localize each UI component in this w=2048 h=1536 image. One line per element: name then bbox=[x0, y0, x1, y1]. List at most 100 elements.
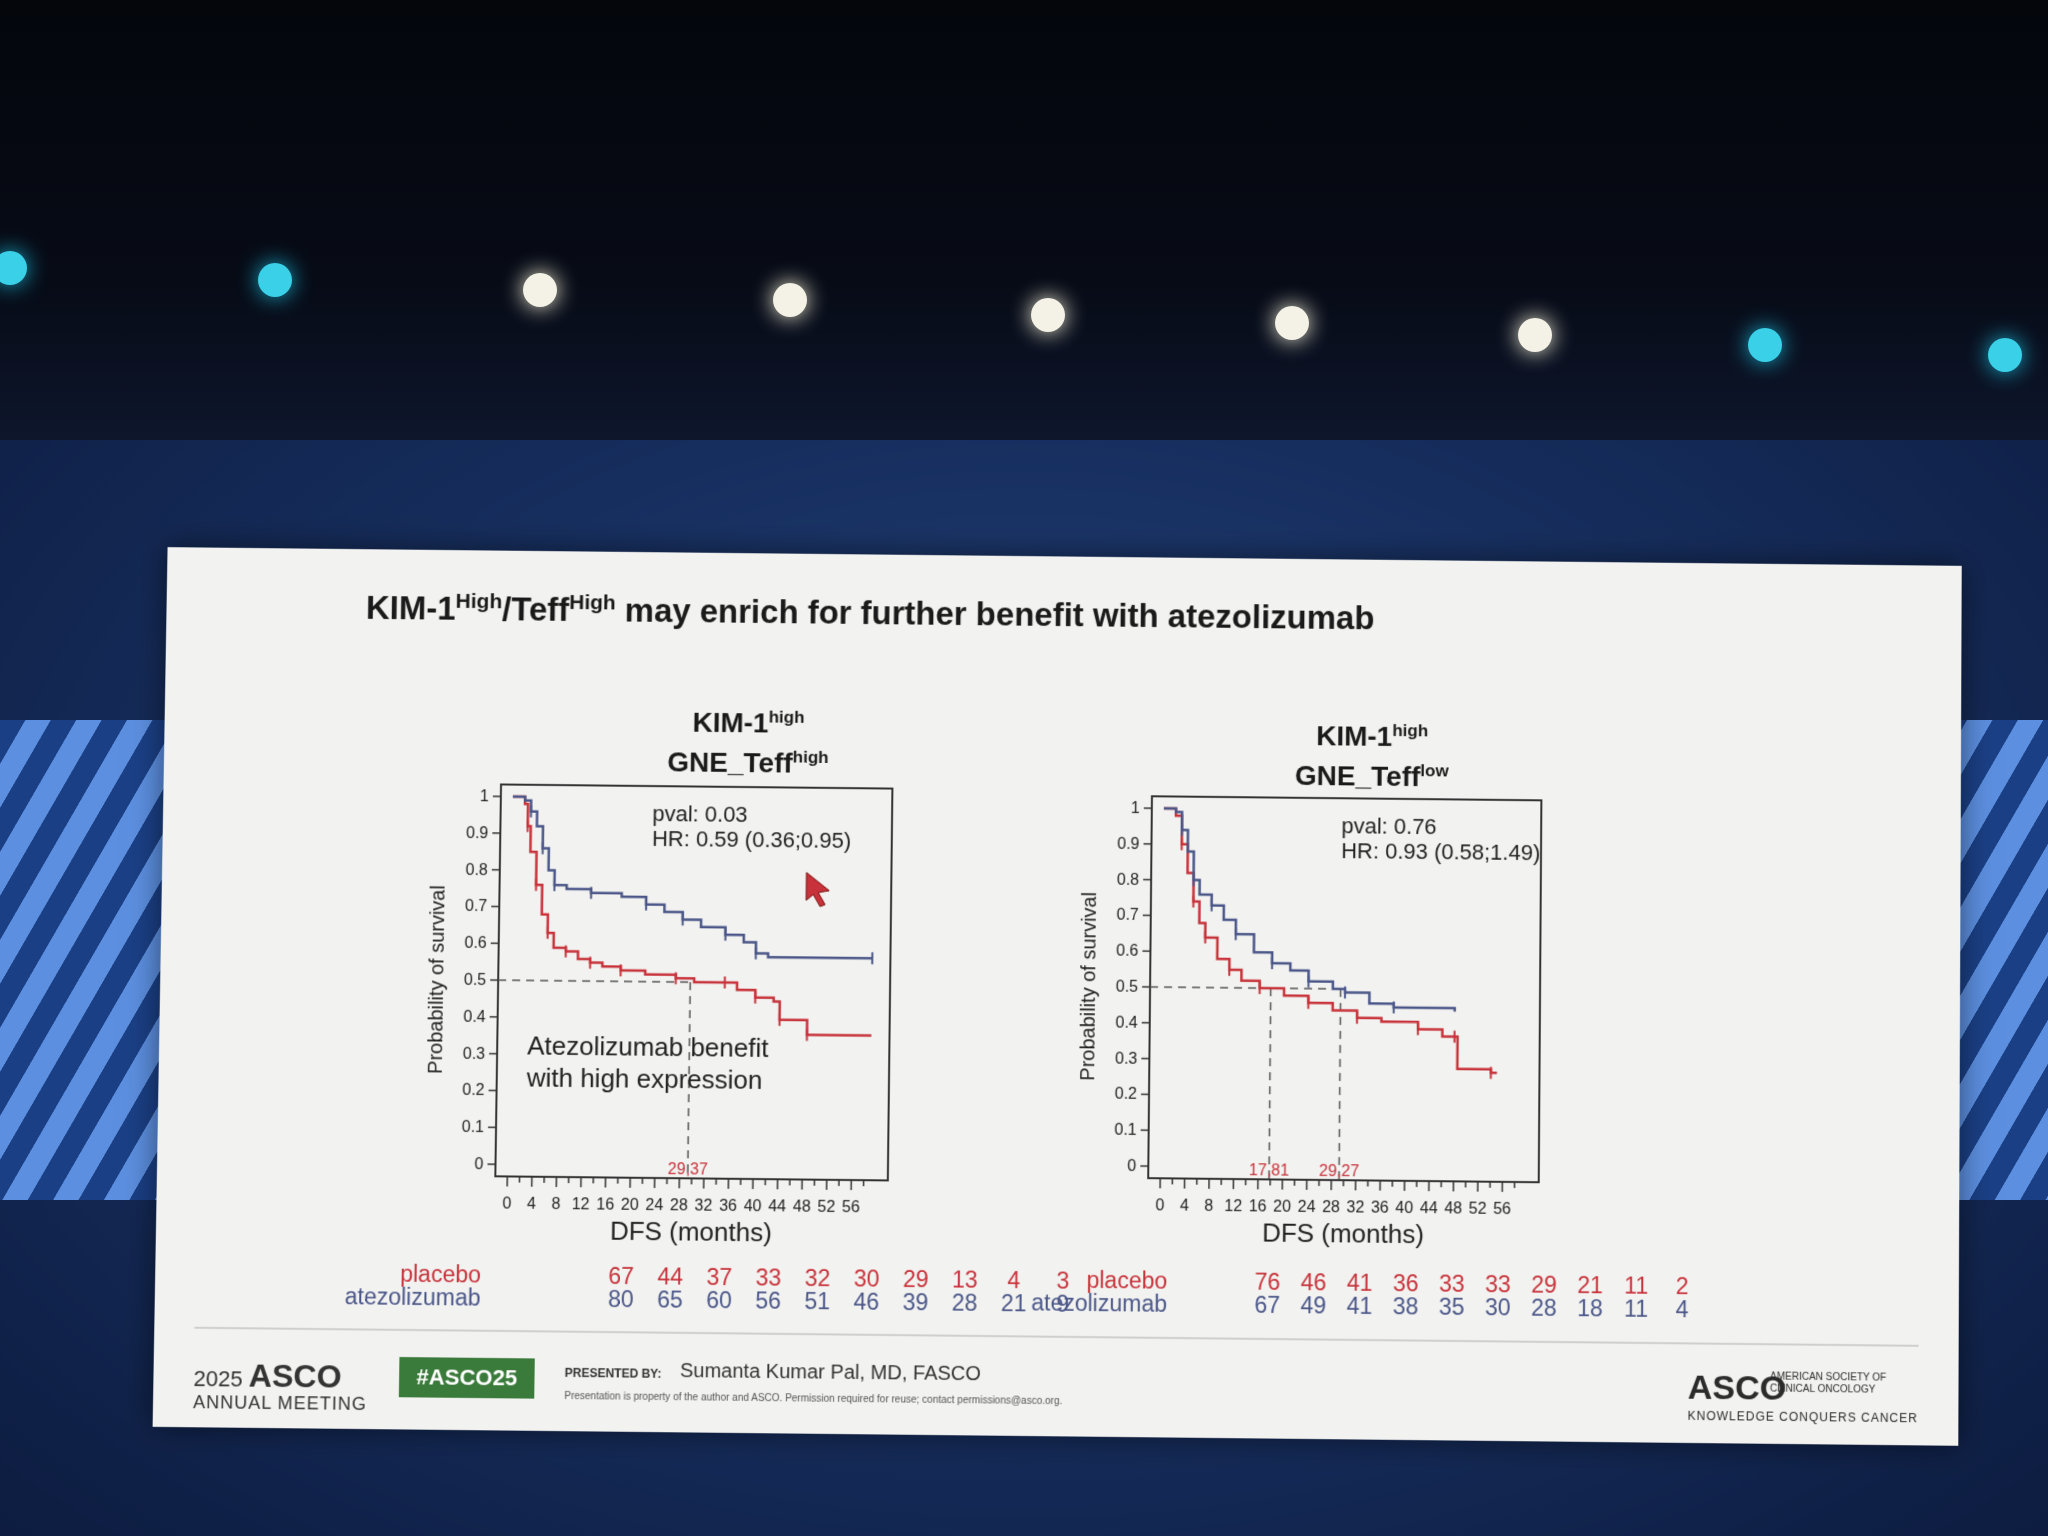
y-tick-label: 0 bbox=[1127, 1158, 1136, 1175]
stage-light bbox=[258, 263, 292, 297]
risk-value-atezolizumab: 21 bbox=[1001, 1290, 1027, 1316]
x-tick-label: 36 bbox=[719, 1198, 737, 1215]
x-tick-label: 40 bbox=[1395, 1200, 1413, 1217]
ceiling-background bbox=[0, 0, 2048, 470]
risk-value-atezolizumab: 51 bbox=[804, 1288, 830, 1314]
risk-value-atezolizumab: 30 bbox=[1485, 1294, 1511, 1320]
risk-value-atezolizumab: 38 bbox=[1393, 1293, 1419, 1319]
mouse-cursor-icon bbox=[806, 872, 829, 906]
x-tick-label: 12 bbox=[1224, 1198, 1242, 1215]
median-label: 29,37 bbox=[668, 1161, 708, 1178]
risk-value-atezolizumab: 28 bbox=[1531, 1295, 1557, 1321]
x-tick-label: 4 bbox=[1180, 1198, 1189, 1215]
median-label: 29,27 bbox=[1319, 1163, 1359, 1180]
risk-value-atezolizumab: 35 bbox=[1439, 1294, 1465, 1320]
y-tick-label: 0.2 bbox=[462, 1082, 485, 1099]
annotation-text: Atezolizumab benefit bbox=[527, 1032, 769, 1063]
x-tick-label: 12 bbox=[572, 1196, 590, 1213]
risk-value-atezolizumab: 67 bbox=[1254, 1292, 1280, 1318]
x-tick-label: 4 bbox=[527, 1196, 536, 1213]
risk-value-atezolizumab: 41 bbox=[1347, 1293, 1373, 1319]
risk-value-atezolizumab: 80 bbox=[608, 1286, 634, 1312]
y-tick-label: 0.8 bbox=[1117, 871, 1140, 888]
x-tick-label: 56 bbox=[1493, 1201, 1511, 1218]
y-tick-label: 0.5 bbox=[464, 972, 487, 989]
x-tick-label: 20 bbox=[1273, 1198, 1291, 1215]
x-tick-label: 8 bbox=[1204, 1198, 1213, 1215]
stage-light bbox=[1748, 328, 1782, 362]
hashtag-badge: #ASCO25 bbox=[399, 1357, 535, 1399]
risk-value-atezolizumab: 65 bbox=[657, 1286, 683, 1312]
x-tick-label: 28 bbox=[1322, 1199, 1340, 1216]
asco-society-name: AMERICAN SOCIETY OF CLINICAL ONCOLOGY bbox=[1770, 1371, 1890, 1396]
y-tick-label: 0.3 bbox=[1115, 1050, 1138, 1067]
y-tick-label: 0.2 bbox=[1115, 1086, 1138, 1103]
y-tick-label: 1 bbox=[1131, 800, 1140, 817]
pvalue-text: pval: 0.03 bbox=[652, 801, 748, 827]
x-tick-label: 52 bbox=[1469, 1201, 1487, 1218]
hazard-ratio-text: HR: 0.59 (0.36;0.95) bbox=[652, 826, 851, 853]
presenter-name: Sumanta Kumar Pal, MD, FASCO bbox=[680, 1360, 981, 1386]
pvalue-text: pval: 0.76 bbox=[1341, 813, 1436, 839]
risk-value-atezolizumab: 60 bbox=[706, 1287, 732, 1313]
x-tick-label: 16 bbox=[596, 1196, 614, 1213]
x-tick-label: 40 bbox=[744, 1198, 762, 1215]
x-tick-label: 48 bbox=[793, 1198, 811, 1215]
x-tick-label: 36 bbox=[1371, 1200, 1389, 1217]
stage-light bbox=[1518, 318, 1552, 352]
chart-panel-left: 00.10.20.30.40.50.60.70.80.910 4 8 12 16 20 24… bbox=[345, 783, 1075, 1317]
chart-panel-right: 00.10.20.30.40.50.60.70.80.910 4 8 12 16 20 24… bbox=[1031, 795, 1692, 1322]
x-tick-label: 24 bbox=[645, 1197, 663, 1214]
y-tick-label: 0.7 bbox=[465, 898, 488, 915]
y-tick-label: 0.6 bbox=[1116, 943, 1139, 960]
x-axis-label: DFS (months) bbox=[610, 1218, 772, 1248]
x-tick-label: 32 bbox=[1346, 1199, 1364, 1216]
stage-light bbox=[1275, 306, 1309, 340]
x-tick-label: 24 bbox=[1298, 1199, 1316, 1216]
stage-light bbox=[523, 273, 557, 307]
y-tick-label: 0.4 bbox=[1115, 1014, 1138, 1031]
risk-value-atezolizumab: 46 bbox=[853, 1288, 879, 1314]
presented-by-label: PRESENTED BY: bbox=[565, 1366, 662, 1381]
annotation-text: with high expression bbox=[526, 1064, 763, 1095]
risk-value-atezolizumab: 49 bbox=[1300, 1292, 1326, 1318]
risk-label-atezolizumab: atezolizumab bbox=[345, 1283, 481, 1311]
y-tick-label: 0.9 bbox=[466, 825, 489, 842]
stage-light bbox=[1031, 298, 1065, 332]
y-tick-label: 0.1 bbox=[462, 1119, 485, 1136]
y-tick-label: 0.3 bbox=[463, 1045, 486, 1062]
hazard-ratio-text: HR: 0.93 (0.58;1.49) bbox=[1341, 838, 1540, 865]
x-tick-label: 48 bbox=[1444, 1200, 1462, 1217]
x-tick-label: 8 bbox=[552, 1196, 561, 1213]
risk-value-atezolizumab: 56 bbox=[755, 1287, 781, 1313]
x-tick-label: 56 bbox=[842, 1199, 860, 1216]
median-drop-line bbox=[1269, 988, 1271, 1179]
y-tick-label: 0 bbox=[474, 1156, 483, 1173]
stage-light bbox=[773, 283, 807, 317]
presentation-slide: KIM-1High/TeffHigh may enrich for furthe… bbox=[153, 547, 1962, 1446]
y-tick-label: 0.5 bbox=[1116, 979, 1139, 996]
risk-value-atezolizumab: 18 bbox=[1577, 1295, 1603, 1321]
risk-value-atezolizumab: 39 bbox=[902, 1289, 928, 1315]
x-tick-label: 16 bbox=[1249, 1198, 1267, 1215]
x-tick-label: 32 bbox=[694, 1197, 712, 1214]
x-tick-label: 28 bbox=[670, 1197, 688, 1214]
median-reference-line bbox=[498, 980, 690, 982]
y-tick-label: 1 bbox=[480, 788, 489, 805]
meeting-label: ANNUAL MEETING bbox=[193, 1392, 367, 1415]
risk-value-atezolizumab: 4 bbox=[1676, 1296, 1689, 1322]
x-tick-label: 0 bbox=[502, 1195, 511, 1212]
x-tick-label: 44 bbox=[1420, 1200, 1438, 1217]
y-tick-label: 0.4 bbox=[463, 1009, 486, 1026]
km-chart-left: 00.10.20.30.40.50.60.70.80.910 4 8 12 16 20 24… bbox=[154, 547, 1961, 1345]
x-axis-label: DFS (months) bbox=[1262, 1219, 1424, 1249]
median-label: 17,81 bbox=[1249, 1162, 1289, 1179]
risk-value-atezolizumab: 28 bbox=[952, 1289, 978, 1315]
median-drop-line bbox=[1339, 989, 1341, 1180]
y-tick-label: 0.1 bbox=[1114, 1122, 1137, 1139]
x-tick-label: 20 bbox=[621, 1197, 639, 1214]
x-tick-label: 44 bbox=[768, 1198, 786, 1215]
risk-value-atezolizumab: 11 bbox=[1624, 1295, 1648, 1321]
y-axis-label: Probability of survival bbox=[425, 885, 450, 1074]
meeting-logo: 2025 ASCO bbox=[193, 1357, 342, 1396]
